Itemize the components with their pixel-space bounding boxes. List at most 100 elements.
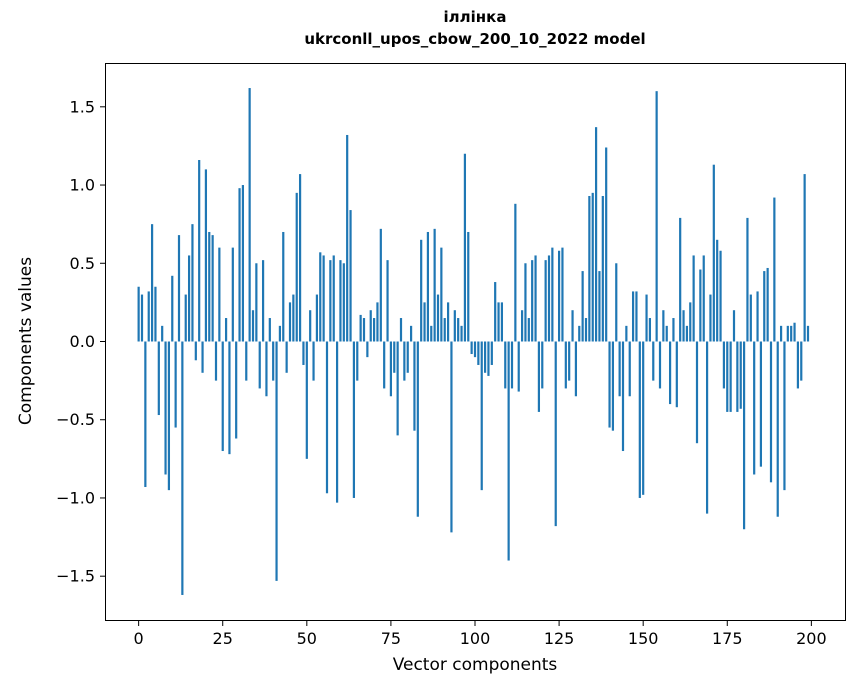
bar	[719, 250, 722, 342]
bar	[568, 341, 571, 381]
y-tick-label: −1.0	[56, 488, 95, 507]
bar	[753, 341, 756, 475]
bar	[389, 341, 393, 397]
bar	[171, 275, 174, 342]
bar	[396, 341, 399, 436]
bar	[618, 341, 621, 397]
bar	[520, 310, 524, 342]
bar	[150, 224, 154, 342]
bar	[655, 91, 658, 342]
bar	[510, 341, 514, 389]
bar	[477, 341, 480, 365]
bar	[443, 318, 446, 342]
bar	[409, 325, 413, 342]
bar	[665, 325, 668, 342]
bar	[800, 341, 803, 381]
bar	[191, 224, 194, 342]
bar	[181, 341, 184, 595]
bar	[436, 294, 440, 342]
bar	[608, 341, 611, 428]
bar	[679, 217, 682, 342]
bar	[322, 255, 325, 342]
bar	[749, 294, 752, 342]
x-tick-label: 200	[796, 629, 827, 648]
bar	[779, 325, 783, 342]
bar	[517, 341, 520, 392]
bar	[716, 239, 719, 342]
bar	[393, 341, 396, 373]
bar	[457, 318, 460, 342]
bar	[531, 260, 534, 342]
y-tick-label: 0.0	[70, 332, 95, 351]
bar	[709, 294, 712, 342]
bar	[551, 247, 554, 342]
bar	[578, 325, 581, 342]
bar	[601, 195, 604, 342]
bar	[672, 318, 675, 342]
bar	[356, 341, 359, 381]
bar	[238, 188, 241, 342]
bar	[547, 255, 551, 342]
bar	[430, 325, 433, 342]
bar	[255, 263, 258, 342]
bar	[796, 341, 800, 389]
bar	[154, 286, 157, 342]
bar	[177, 235, 181, 342]
bar	[524, 263, 527, 342]
bar	[420, 239, 423, 342]
bar	[685, 325, 689, 342]
chart-title: іллінка	[443, 8, 507, 26]
bar	[494, 282, 497, 342]
y-tick-label: 1.0	[70, 176, 95, 195]
bar	[803, 174, 806, 342]
bar	[298, 174, 302, 342]
bar	[198, 160, 201, 342]
bar	[571, 310, 574, 342]
bar	[584, 318, 588, 342]
bar	[228, 341, 231, 455]
bar	[214, 341, 218, 381]
bar	[302, 341, 305, 365]
bar	[746, 217, 749, 342]
bar	[652, 341, 655, 381]
bar	[211, 235, 214, 342]
bar	[335, 341, 339, 503]
x-axis-label: Vector components	[392, 655, 558, 675]
bar	[174, 341, 177, 428]
bar	[386, 260, 389, 342]
bar	[763, 271, 766, 342]
bar	[729, 341, 732, 412]
bar	[251, 310, 255, 342]
bar	[453, 310, 456, 342]
bar	[783, 341, 786, 491]
bar	[278, 325, 282, 342]
x-tick-label: 100	[460, 629, 491, 648]
bar	[339, 260, 342, 342]
y-tick-label: 1.5	[70, 97, 95, 116]
bar	[722, 341, 726, 389]
bar	[157, 341, 160, 416]
bar	[786, 325, 789, 342]
bar	[739, 341, 742, 409]
bar	[362, 318, 366, 342]
chart-subtitle: ukrconll_upos_cbow_200_10_2022 model	[304, 30, 646, 48]
bar	[295, 192, 298, 342]
bar	[440, 247, 443, 342]
bar	[699, 269, 702, 342]
bar	[208, 231, 211, 342]
bar	[692, 255, 695, 342]
bar	[564, 341, 567, 389]
bar	[285, 341, 288, 373]
bar	[470, 341, 473, 355]
bar	[147, 291, 150, 342]
bar	[137, 286, 140, 342]
bar	[305, 341, 308, 459]
bar	[504, 341, 507, 389]
bar	[332, 255, 335, 342]
bar	[557, 250, 561, 342]
bar	[497, 302, 500, 342]
bar	[235, 341, 238, 439]
bar	[581, 271, 584, 342]
bar	[288, 302, 292, 342]
